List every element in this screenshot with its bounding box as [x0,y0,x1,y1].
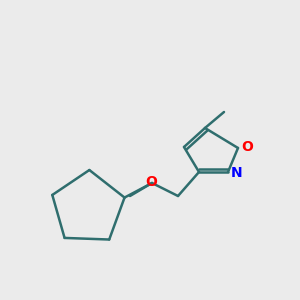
Text: O: O [145,175,157,189]
Text: O: O [241,140,253,154]
Text: N: N [231,166,243,180]
